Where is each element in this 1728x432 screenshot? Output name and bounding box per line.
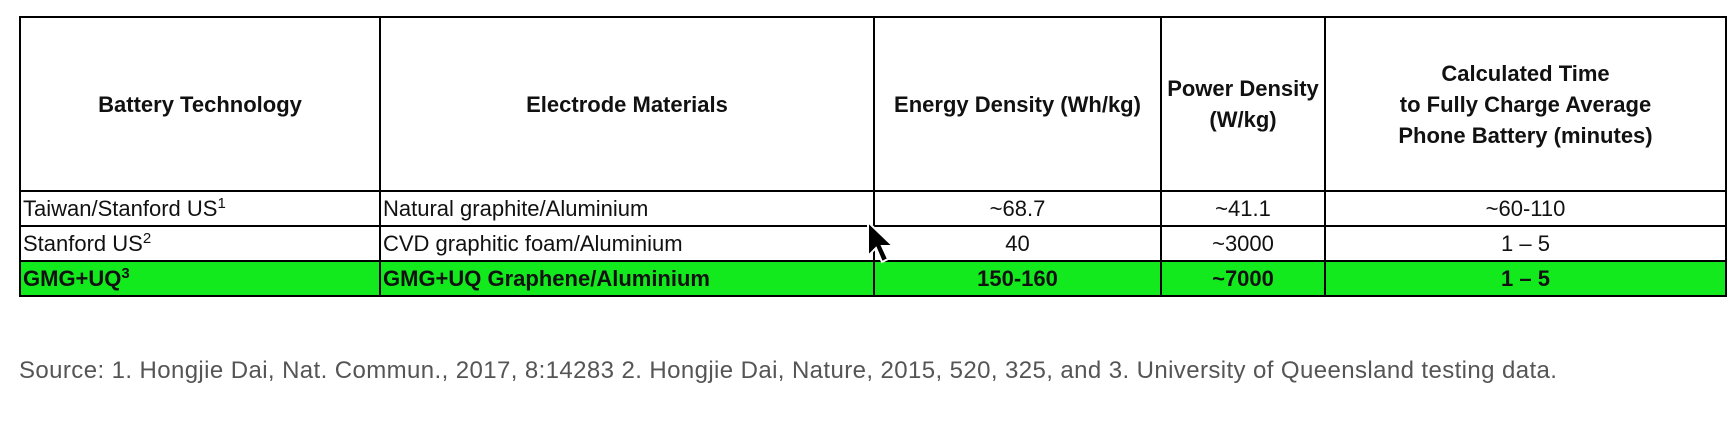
header-text: Electrode Materials [526, 91, 728, 117]
table-cell: Stanford US2 [19, 225, 381, 262]
table-cell: ~41.1 [1160, 190, 1326, 227]
header-cell: Battery Technology [19, 16, 381, 192]
cell-text: 150-160 [977, 266, 1058, 291]
cell-text: Stanford US [23, 231, 143, 256]
table-cell: Natural graphite/Aluminium [379, 190, 875, 227]
header-text: Power Density [1167, 76, 1319, 101]
header-text: Phone Battery (minutes) [1398, 122, 1653, 148]
header-row: Battery Technology Electrode Materials Ene… [19, 16, 1727, 192]
header-cell: Power Density (W/kg) [1160, 16, 1326, 192]
header-cell: Calculated Time to Fully Charge Average Ph… [1324, 16, 1727, 192]
header-cell: Energy Density (Wh/kg) [873, 16, 1162, 192]
table-cell: 40 [873, 225, 1162, 262]
cell-text: 1 – 5 [1501, 266, 1550, 291]
header-cell: Electrode Materials [379, 16, 875, 192]
reference: 1 [217, 195, 226, 212]
cell-text: ~7000 [1212, 266, 1274, 291]
source-note: Source: 1. Hongjie Dai, Nat. Commun., 20… [19, 357, 1558, 384]
mouse-cursor [867, 220, 896, 264]
cell-text: GMG+UQ Graphene/Aluminium [383, 266, 710, 291]
header-text: Battery Technology [98, 91, 302, 117]
table-cell: Taiwan/Stanford US1 [19, 190, 381, 227]
table-cell: 150-160 [873, 260, 1162, 297]
reference: 2 [142, 230, 152, 247]
header-text: (W/kg) [1209, 107, 1277, 132]
table-row: Taiwan/Stanford US1 Natural graphite/Alum… [19, 190, 1727, 227]
data-table: Battery Technology Electrode Materials Ene… [19, 16, 1727, 297]
table-cell: 1 – 5 [1324, 225, 1727, 262]
cell-text: ~3000 [1212, 231, 1274, 256]
cell-text: Taiwan/Stanford US [23, 196, 218, 221]
header-text: Calculated Time [1441, 60, 1610, 86]
cell-text: Natural graphite/Aluminium [383, 196, 649, 221]
cell-text: ~68.7 [989, 196, 1046, 221]
table-row: GMG+UQ3 GMG+UQ Graphene/Aluminium 150-160 ~… [19, 260, 1727, 297]
header-text: Energy Density (Wh/kg) [894, 91, 1141, 117]
cell-text: CVD graphitic foam/Aluminium [383, 231, 683, 256]
reference: 3 [121, 265, 130, 282]
cell-text: ~60-110 [1485, 196, 1566, 221]
table-cell: GMG+UQ Graphene/Aluminium [379, 260, 875, 297]
table-cell: ~7000 [1160, 260, 1326, 297]
table-cell: 1 – 5 [1324, 260, 1727, 297]
cell-text: GMG+UQ [23, 266, 122, 291]
cell-text: 40 [1005, 231, 1030, 256]
table-cell: ~68.7 [873, 190, 1162, 227]
table-cell: ~3000 [1160, 225, 1326, 262]
cell-text: ~41.1 [1215, 196, 1271, 221]
table-cell: ~60-110 [1324, 190, 1727, 227]
header-text: to Fully Charge Average [1399, 91, 1652, 117]
cell-text: 1 – 5 [1501, 231, 1550, 256]
table-cell: CVD graphitic foam/Aluminium [379, 225, 875, 262]
table-cell: GMG+UQ3 [19, 260, 381, 297]
table-row: Stanford US2 CVD graphitic foam/Aluminium… [19, 225, 1727, 262]
